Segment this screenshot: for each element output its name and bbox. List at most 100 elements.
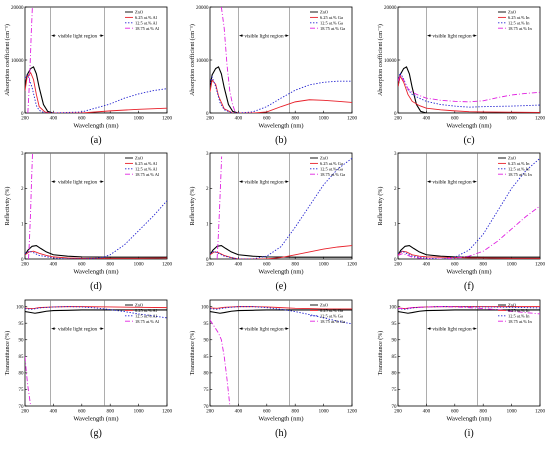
x-axis-label: Wavelength (nm) bbox=[73, 269, 118, 276]
series-line-s1-e bbox=[210, 245, 352, 259]
y-tick-label: 10000 bbox=[11, 59, 24, 64]
y-tick-label: 20000 bbox=[11, 6, 24, 11]
y-axis-label: Transmittance (%) bbox=[377, 331, 384, 376]
y-tick-label: 90 bbox=[204, 339, 210, 344]
legend-entry: 18.75 at.% Ga bbox=[320, 26, 345, 31]
plot-frame bbox=[397, 299, 541, 407]
x-tick-label: 600 bbox=[263, 117, 271, 122]
y-tick-label: 3 bbox=[206, 152, 209, 157]
y-tick-label: 70 bbox=[204, 405, 210, 410]
x-tick-label: 800 bbox=[479, 263, 487, 268]
x-tick-label: 1000 bbox=[319, 117, 330, 122]
region-arrowhead-left bbox=[427, 34, 431, 38]
legend-entry: 12.5 at.% Ga bbox=[320, 313, 343, 318]
plot-frame bbox=[397, 152, 541, 260]
y-axis-label: Reflectivity (%) bbox=[377, 187, 384, 226]
legend-entry: 12.5 at.% Al bbox=[135, 20, 158, 25]
region-arrowhead-right bbox=[100, 180, 104, 184]
legend-entry: ZnO bbox=[320, 156, 328, 161]
x-tick-label: 1200 bbox=[347, 263, 358, 268]
legend-entry: 18.75 at.% Al bbox=[135, 26, 160, 31]
x-tick-label: 1200 bbox=[347, 117, 358, 122]
series-line-s3-c bbox=[398, 73, 540, 103]
legend-entry: 6.25 at.% In bbox=[508, 308, 530, 313]
legend-entry: 12.5 at.% In bbox=[508, 166, 530, 171]
y-tick-label: 0 bbox=[21, 258, 24, 263]
legend-entry: ZnO bbox=[320, 10, 328, 15]
series-line-s1-b bbox=[210, 79, 352, 113]
x-tick-label: 1000 bbox=[507, 117, 518, 122]
x-tick-label: 200 bbox=[21, 263, 29, 268]
y-tick-label: 90 bbox=[19, 339, 25, 344]
legend-entry: 18.75 at.% Ga bbox=[320, 172, 345, 177]
legend-entry: 18.75 at.% Ga bbox=[320, 319, 345, 324]
x-tick-label: 1200 bbox=[162, 117, 173, 122]
panel-label: (g) bbox=[90, 428, 102, 439]
y-tick-label: 100 bbox=[201, 305, 209, 310]
x-tick-label: 600 bbox=[78, 410, 86, 415]
series-line-ZnO-a bbox=[25, 66, 167, 113]
y-tick-label: 100 bbox=[389, 305, 397, 310]
x-tick-label: 200 bbox=[21, 410, 29, 415]
y-tick-label: 3 bbox=[394, 152, 397, 157]
x-axis-label: Wavelength (nm) bbox=[258, 123, 303, 130]
series-line-s1-f bbox=[398, 250, 540, 259]
chart-panel-a: visible light region 200 400 600 800 1000 1200… bbox=[4, 6, 173, 146]
x-tick-label: 600 bbox=[451, 410, 459, 415]
y-tick-label: 80 bbox=[19, 372, 25, 377]
legend-entry: 18.75 at.% Al bbox=[135, 319, 160, 324]
x-tick-label: 800 bbox=[479, 410, 487, 415]
series-line-s2-a bbox=[25, 73, 167, 113]
y-axis-label: Absorption coefficient (cm⁻¹) bbox=[377, 24, 384, 96]
x-axis-label: Wavelength (nm) bbox=[73, 123, 118, 130]
series-line-ZnO-b bbox=[210, 66, 352, 113]
legend-entry: ZnO bbox=[135, 156, 143, 161]
chart-panel-f: visible light region 200 400 600 800 1000 1200… bbox=[377, 152, 546, 292]
y-tick-label: 95 bbox=[19, 322, 25, 327]
plot-frame bbox=[209, 152, 353, 260]
legend-entry: 12.5 at.% Ga bbox=[320, 20, 343, 25]
region-arrowhead-right bbox=[473, 327, 477, 331]
series-line-s3-e bbox=[216, 156, 223, 259]
y-tick-label: 95 bbox=[204, 322, 210, 327]
region-arrowhead-right bbox=[100, 327, 104, 331]
x-tick-label: 800 bbox=[106, 263, 114, 268]
plot-frame bbox=[24, 299, 168, 407]
x-tick-label: 800 bbox=[106, 117, 114, 122]
legend-entry: 18.75 at.% In bbox=[508, 172, 532, 177]
x-tick-label: 1000 bbox=[134, 410, 145, 415]
legend-entry: ZnO bbox=[508, 10, 516, 15]
series-line-s2-e bbox=[210, 157, 352, 259]
series-group bbox=[210, 306, 352, 406]
chart-panel-c: visible light region 200 400 600 800 1000 1200… bbox=[377, 6, 546, 146]
legend-entry: 6.25 at.% Al bbox=[135, 15, 158, 20]
region-arrowhead-right bbox=[473, 34, 477, 38]
x-tick-label: 1200 bbox=[347, 410, 358, 415]
x-tick-label: 1000 bbox=[507, 263, 518, 268]
x-tick-label: 600 bbox=[263, 410, 271, 415]
panel-label: (c) bbox=[463, 135, 474, 146]
legend-entry: 6.25 at.% Ga bbox=[320, 308, 343, 313]
series-line-s1-d bbox=[25, 250, 167, 259]
legend-entry: 12.5 at.% In bbox=[508, 313, 530, 318]
region-arrowhead-right bbox=[285, 180, 289, 184]
series-group bbox=[398, 306, 540, 315]
x-axis-label: Wavelength (nm) bbox=[446, 416, 491, 423]
y-tick-label: 10000 bbox=[384, 59, 397, 64]
panel-label: (e) bbox=[275, 281, 286, 292]
legend-entry: ZnO bbox=[508, 156, 516, 161]
x-tick-label: 600 bbox=[451, 117, 459, 122]
y-tick-label: 1 bbox=[206, 222, 209, 227]
x-tick-label: 200 bbox=[394, 117, 402, 122]
y-tick-label: 95 bbox=[392, 322, 398, 327]
visible-region-label: visible light region bbox=[432, 179, 472, 185]
legend-entry: 6.25 at.% Ga bbox=[320, 161, 343, 166]
series-group bbox=[210, 7, 352, 113]
chart-panel-b: visible light region 200 400 600 800 1000 1200… bbox=[189, 6, 358, 146]
x-tick-label: 1000 bbox=[319, 410, 330, 415]
y-tick-label: 2 bbox=[21, 187, 24, 192]
series-line-s3-f bbox=[398, 205, 540, 259]
x-tick-label: 600 bbox=[451, 263, 459, 268]
region-arrowhead-left bbox=[239, 34, 243, 38]
